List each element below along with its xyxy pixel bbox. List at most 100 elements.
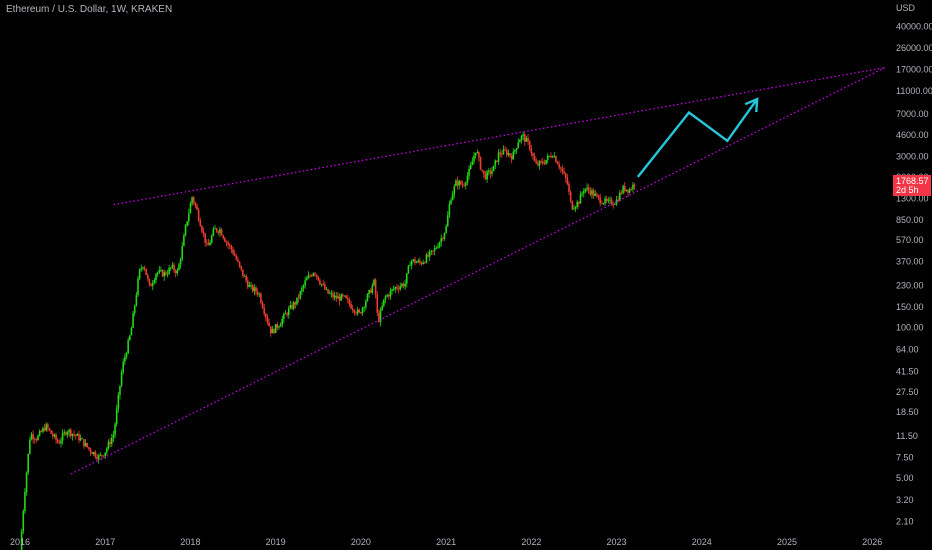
candle-body (142, 267, 144, 269)
candle-body (25, 472, 28, 492)
candle-body (602, 203, 605, 204)
candle-body (245, 275, 247, 281)
time-tick-label: 2023 (607, 537, 627, 547)
candle-body (504, 149, 506, 151)
time-tick-label: 2021 (436, 537, 456, 547)
candle-body (112, 434, 115, 438)
candle-body (84, 442, 87, 447)
candle-body (581, 193, 583, 195)
candle-body (56, 439, 59, 443)
candle-body (274, 324, 277, 334)
candle-body (445, 226, 447, 234)
candle-body (478, 152, 480, 158)
candle-body (499, 152, 501, 155)
candle-body (101, 454, 103, 456)
price-tick-label: 5.00 (896, 473, 914, 483)
price-tick-label: 3.20 (896, 495, 914, 505)
candle-body (133, 305, 136, 314)
candle-body (319, 280, 321, 285)
candle-body (556, 162, 559, 165)
candle-body (96, 457, 98, 460)
projection-arrow-head (744, 97, 759, 113)
candle-body (210, 235, 213, 243)
candle-body (612, 204, 615, 206)
candle-body (71, 433, 74, 436)
candle-body (587, 187, 590, 191)
candle-body (155, 273, 157, 281)
candle-body (550, 155, 552, 158)
candle-body (545, 159, 547, 165)
candle-body (109, 441, 111, 444)
candle-body (623, 185, 626, 191)
candle-body (425, 254, 428, 263)
candle-body (145, 268, 147, 276)
price-tick-label: 41.50 (896, 367, 919, 377)
candle-body (197, 209, 200, 221)
candle-body (151, 283, 154, 287)
candle-body (407, 265, 410, 274)
candle-body (306, 278, 308, 281)
candle-body (402, 283, 405, 287)
candle-body (566, 178, 569, 184)
candle-body (307, 275, 310, 279)
candle-body (263, 307, 265, 314)
chart-title: Ethereum / U.S. Dollar, 1W, KRAKEN (6, 4, 173, 15)
candle-body (366, 294, 369, 302)
projection-arrow (636, 98, 759, 178)
candle-body (604, 198, 606, 204)
candle-body (542, 161, 544, 164)
candle-body (574, 207, 577, 209)
candle-body (422, 262, 424, 265)
price-axis[interactable]: 40000.00 26000.00 17000.00 11000.00 7000.00 4… (893, 21, 932, 526)
last-price-countdown: 2d 5h (896, 185, 919, 195)
candle-body (256, 291, 259, 295)
candle-body (386, 294, 388, 297)
price-tick-label: 2.10 (896, 516, 914, 526)
candle-body (184, 225, 187, 236)
candle-body (163, 272, 166, 277)
candle-body (440, 238, 442, 243)
candle-body (201, 226, 203, 232)
candle-body (35, 439, 38, 441)
candle-body (509, 153, 511, 156)
candle-body (522, 134, 524, 136)
candle-body (576, 202, 579, 208)
candle-body (129, 335, 131, 340)
candle-body (178, 264, 180, 271)
time-axis[interactable]: 2016 2017 2018 2019 2020 2021 2022 2023 2024 2025… (10, 537, 882, 547)
candle-body (20, 531, 23, 550)
candle-body (70, 429, 72, 436)
time-tick-label: 2026 (862, 537, 882, 547)
candle-body (564, 173, 567, 179)
candle-body (591, 190, 593, 195)
candle-body (189, 203, 192, 214)
candle-body (607, 199, 610, 201)
candle-body (289, 304, 292, 309)
candle-body (369, 289, 372, 293)
candle-body (268, 322, 270, 327)
candle-body (320, 283, 323, 285)
candle-body (558, 164, 560, 168)
candle-body (78, 433, 80, 441)
price-tick-label: 26000.00 (896, 43, 932, 53)
candle-body (61, 433, 64, 441)
price-tick-label: 1300.00 (896, 193, 929, 203)
candle-body (456, 180, 459, 186)
candle-body (99, 454, 102, 456)
candle-body (310, 275, 313, 277)
candle-body (392, 288, 395, 290)
candle-body (535, 161, 538, 164)
candle-body (519, 139, 521, 143)
candle-body (537, 163, 539, 166)
candle-body (330, 293, 333, 295)
candle-body (389, 290, 392, 297)
candle-body (586, 187, 588, 189)
candle-body (365, 301, 367, 308)
candle-body (322, 283, 324, 285)
candle-body (343, 295, 346, 297)
candle-body (161, 270, 164, 277)
candle-body (397, 288, 400, 290)
candle-body (33, 438, 36, 440)
candle-body (443, 233, 446, 239)
